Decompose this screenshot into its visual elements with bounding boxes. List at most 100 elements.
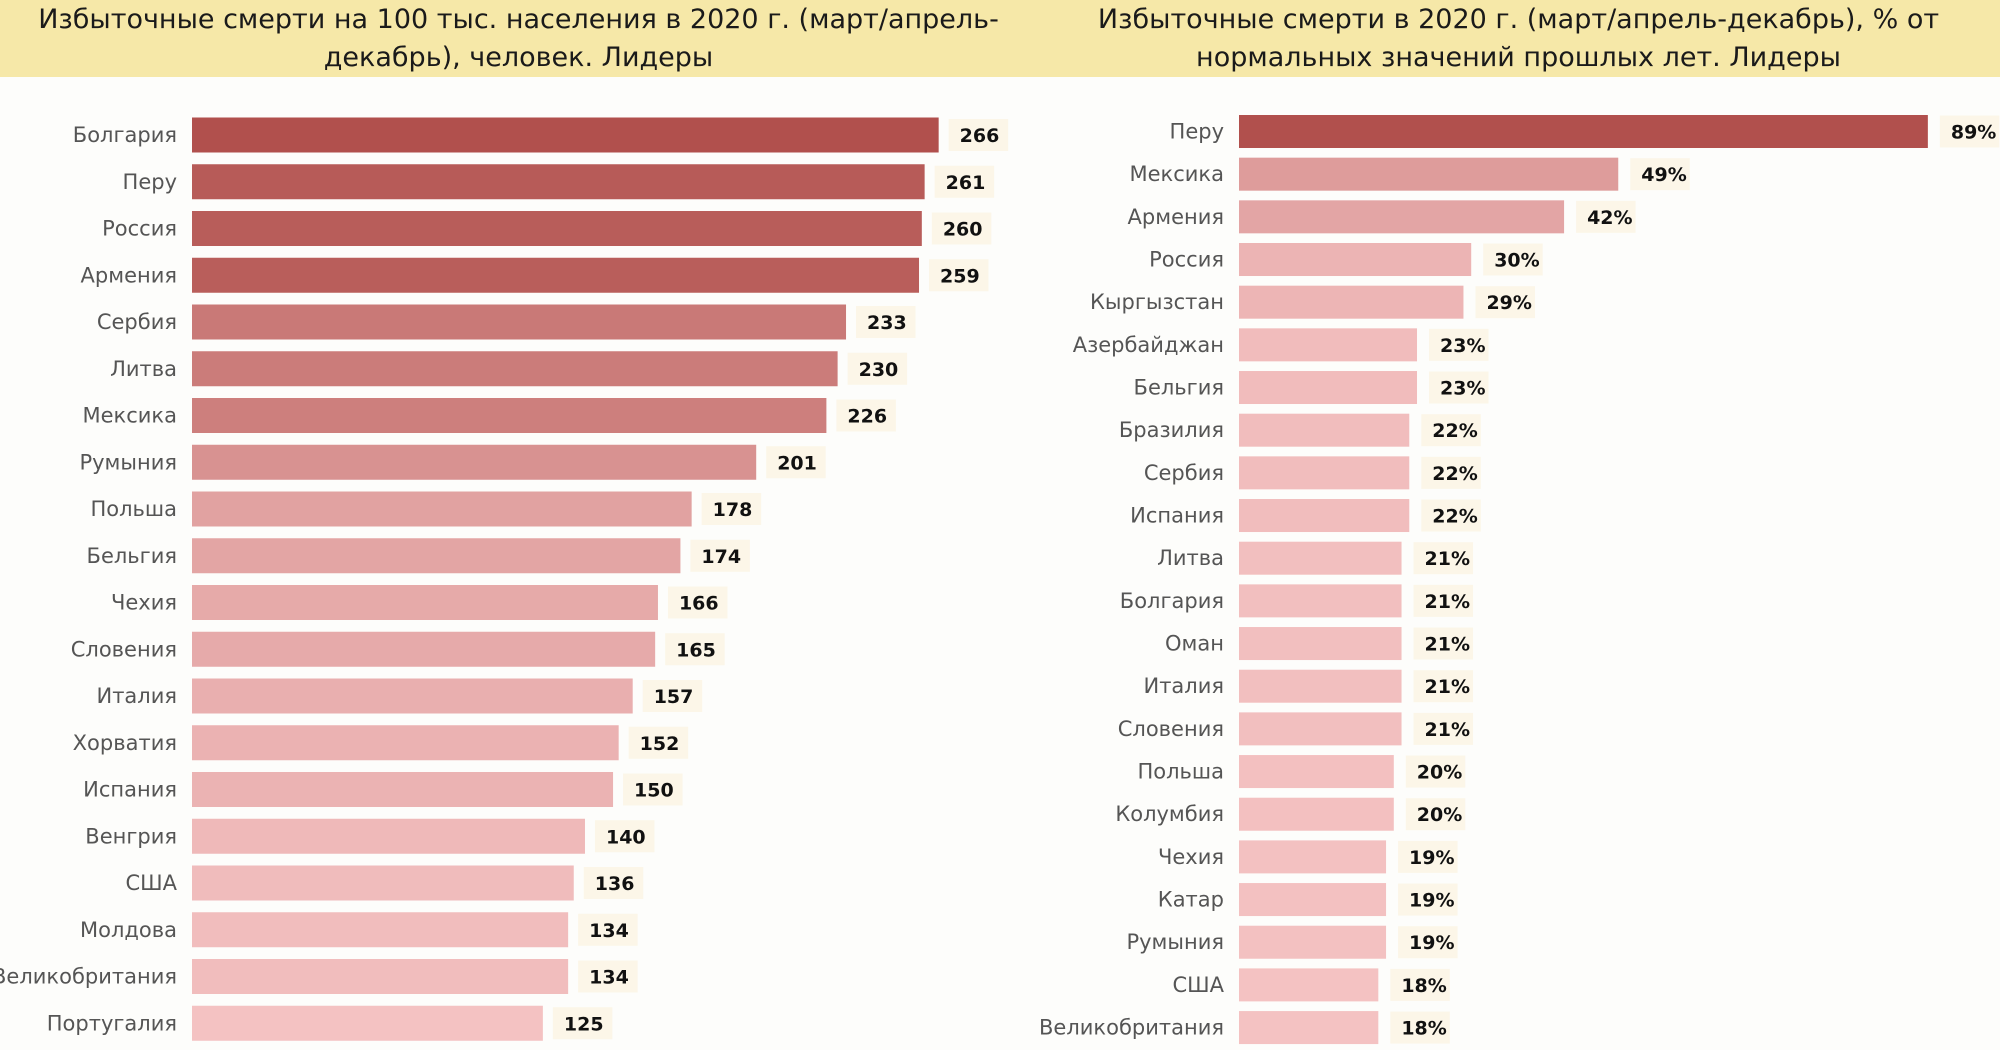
value-label-2-10: 22% xyxy=(1432,506,1477,528)
bar-2-6 xyxy=(1239,328,1418,362)
value-label-2-16: 20% xyxy=(1417,762,1462,784)
header-band xyxy=(0,0,2000,77)
bar-2-8 xyxy=(1239,413,1410,447)
value-label-1-11: 166 xyxy=(679,593,719,615)
value-label-bg-1-19 xyxy=(578,960,638,993)
bar-1-16 xyxy=(192,818,585,854)
value-label-bg-2-11 xyxy=(1413,542,1474,575)
value-label-1-14: 152 xyxy=(640,733,680,755)
category-label-2-22: Великобритания xyxy=(1039,1016,1224,1040)
bar-2-17 xyxy=(1239,797,1394,831)
value-label-bg-1-4 xyxy=(929,259,989,292)
value-label-2-12: 21% xyxy=(1425,591,1470,613)
value-label-2-8: 22% xyxy=(1432,420,1477,442)
bar-1-15 xyxy=(192,772,614,807)
value-label-bg-1-15 xyxy=(623,773,683,806)
bar-2-4 xyxy=(1239,243,1472,277)
bar-2-21 xyxy=(1239,968,1379,1002)
value-label-1-8: 201 xyxy=(777,452,817,474)
category-label-2-6: Азербайджан xyxy=(1073,333,1224,357)
category-label-1-2: Перу xyxy=(123,170,177,194)
category-label-2-8: Бразилия xyxy=(1119,418,1224,442)
value-label-2-21: 18% xyxy=(1401,975,1446,997)
value-label-bg-1-20 xyxy=(552,1007,613,1040)
value-label-bg-1-16 xyxy=(594,820,655,853)
bar-2-12 xyxy=(1239,584,1402,618)
category-label-1-12: Словения xyxy=(71,637,177,661)
category-label-1-15: Испания xyxy=(83,778,177,802)
category-label-1-11: Чехия xyxy=(111,591,177,615)
bar-2-7 xyxy=(1239,371,1418,405)
bar-1-4 xyxy=(192,257,920,293)
value-label-1-12: 165 xyxy=(676,639,716,661)
category-label-2-2: Мексика xyxy=(1130,162,1224,186)
value-label-bg-1-5 xyxy=(856,306,916,338)
category-label-2-21: США xyxy=(1173,973,1225,997)
value-label-bg-2-14 xyxy=(1413,670,1474,703)
category-label-2-19: Катар xyxy=(1158,888,1224,912)
bar-1-13 xyxy=(192,678,633,714)
value-label-bg-2-20 xyxy=(1398,926,1458,959)
value-label-1-6: 230 xyxy=(859,359,899,381)
value-label-1-1: 266 xyxy=(960,125,1000,147)
category-label-2-20: Румыния xyxy=(1126,930,1224,954)
category-label-1-20: Португалия xyxy=(47,1011,177,1035)
category-label-1-7: Мексика xyxy=(83,404,177,428)
bar-2-2 xyxy=(1239,157,1619,191)
bar-1-17 xyxy=(192,865,574,901)
value-label-1-5: 233 xyxy=(867,312,907,334)
bar-1-14 xyxy=(192,725,619,761)
bar-1-11 xyxy=(192,585,658,620)
bar-1-10 xyxy=(192,538,681,574)
value-label-bg-1-1 xyxy=(948,119,1009,151)
value-label-bg-2-19 xyxy=(1398,883,1458,916)
category-label-2-16: Польша xyxy=(1137,760,1224,784)
value-label-bg-2-15 xyxy=(1413,712,1474,745)
category-label-2-4: Россия xyxy=(1149,248,1224,272)
value-label-bg-1-8 xyxy=(766,446,826,479)
bar-2-15 xyxy=(1239,712,1402,746)
value-label-bg-2-6 xyxy=(1429,328,1489,361)
category-label-1-16: Венгрия xyxy=(85,824,177,848)
value-label-2-5: 29% xyxy=(1486,292,1531,314)
bar-1-19 xyxy=(192,959,569,994)
value-label-bg-2-18 xyxy=(1398,840,1458,873)
value-label-bg-1-10 xyxy=(690,539,750,572)
value-label-1-17: 136 xyxy=(595,873,635,895)
category-label-1-5: Сербия xyxy=(97,310,177,334)
category-label-1-18: Молдова xyxy=(80,918,177,942)
category-label-1-9: Польша xyxy=(90,497,177,521)
value-label-2-11: 21% xyxy=(1425,548,1470,570)
category-label-2-9: Сербия xyxy=(1144,461,1224,485)
bar-1-9 xyxy=(192,491,692,527)
value-label-bg-2-3 xyxy=(1576,200,1636,233)
value-label-bg-1-17 xyxy=(583,867,644,899)
value-label-bg-1-13 xyxy=(642,680,703,712)
bar-2-10 xyxy=(1239,499,1410,533)
category-label-2-11: Литва xyxy=(1157,546,1224,570)
bar-2-9 xyxy=(1239,456,1410,490)
category-label-2-3: Армения xyxy=(1128,205,1224,229)
value-label-bg-2-1 xyxy=(1939,115,2000,148)
bar-1-18 xyxy=(192,912,569,948)
value-label-1-7: 226 xyxy=(847,406,887,428)
bar-1-7 xyxy=(192,398,827,433)
value-label-bg-2-16 xyxy=(1405,755,1466,788)
category-label-2-7: Бельгия xyxy=(1134,376,1224,400)
value-label-bg-2-7 xyxy=(1429,371,1489,404)
value-label-1-13: 157 xyxy=(654,686,694,708)
category-label-1-6: Литва xyxy=(110,357,177,381)
category-label-2-14: Италия xyxy=(1143,674,1224,698)
category-label-1-8: Румыния xyxy=(79,450,177,474)
bar-1-20 xyxy=(192,1005,543,1041)
category-label-1-1: Болгария xyxy=(73,123,177,147)
bar-2-5 xyxy=(1239,285,1464,319)
category-label-1-13: Италия xyxy=(96,684,177,708)
value-label-bg-1-11 xyxy=(667,586,728,619)
value-label-1-4: 259 xyxy=(940,265,980,287)
value-label-bg-2-4 xyxy=(1483,243,1543,276)
bar-2-20 xyxy=(1239,925,1387,959)
bar-1-6 xyxy=(192,351,838,387)
category-label-1-4: Армения xyxy=(81,263,177,287)
